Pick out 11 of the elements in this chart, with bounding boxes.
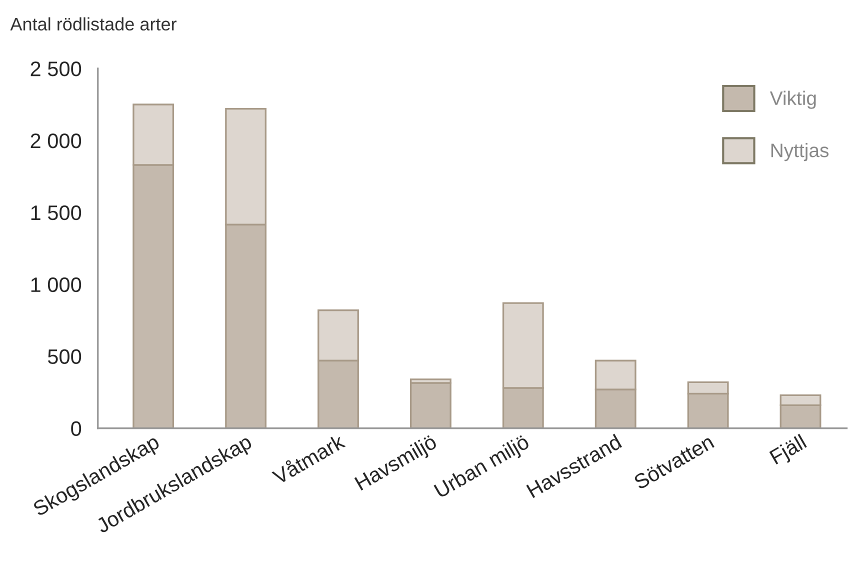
x-tick-label: Fjäll [768,434,810,468]
y-tick-label: 1 000 [31,277,82,292]
y-tick-label: 0 [71,421,82,436]
bar [410,382,452,428]
y-tick-label: 2 500 [30,62,82,76]
y-tick-label: 1 500 [31,205,82,220]
y-tick-label: 2 000 [30,133,82,148]
legend-label: Viktig [770,90,816,109]
y-tick-label: 500 [48,349,82,364]
y-axis-title: Antal rödlistade arter [10,17,177,31]
legend-label: Nyttjas [771,143,829,162]
